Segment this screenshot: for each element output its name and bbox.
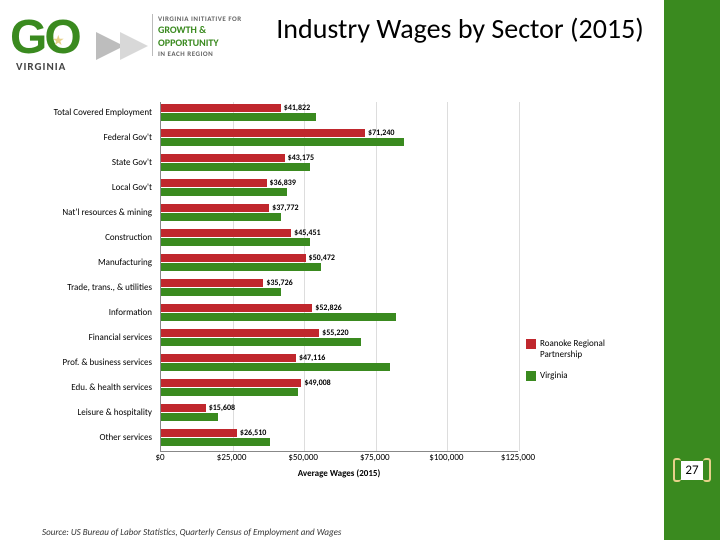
bar-value-label: $37,772 [272, 204, 298, 212]
logo-go-text: GO [10, 10, 79, 65]
category-label: Leisure & hospitality [30, 408, 156, 417]
bracket-right-icon [703, 458, 711, 482]
chart-plot-area: $41,822 $71,240 $43,175 $36,839 $37,772 $45,4… [160, 102, 518, 452]
x-tick-label: $0 [155, 452, 164, 463]
chart-legend: Roanoke Regional Partnership Virginia [526, 338, 636, 391]
bar-virginia [161, 138, 404, 146]
bar-roanoke [161, 179, 267, 187]
bar-virginia [161, 238, 310, 246]
bar-roanoke [161, 379, 301, 387]
x-axis-title: Average Wages (2015) [160, 468, 518, 479]
bar-virginia [161, 388, 298, 396]
logo-star-icon: ★ [52, 32, 65, 49]
bar-value-label: $52,826 [315, 304, 341, 312]
bar-roanoke [161, 204, 269, 212]
logo-arrow2-icon [120, 32, 148, 60]
legend-item: Roanoke Regional Partnership [526, 338, 636, 360]
bar-roanoke [161, 229, 291, 237]
category-label: Financial services [30, 333, 156, 342]
bar-virginia [161, 113, 316, 121]
bar-virginia [161, 188, 287, 196]
bar-value-label: $41,822 [284, 104, 310, 112]
bar-roanoke [161, 354, 296, 362]
gridline [519, 102, 520, 451]
logo-tagline: VIRGINIA INITIATIVE FOR GROWTH & OPPORTU… [158, 14, 260, 58]
x-tick-label: $50,000 [288, 452, 318, 463]
bar-roanoke [161, 404, 206, 412]
x-tick-label: $100,000 [429, 452, 463, 463]
gridline [447, 102, 448, 451]
bar-virginia [161, 438, 270, 446]
legend-item: Virginia [526, 370, 636, 381]
bar-virginia [161, 263, 321, 271]
bar-roanoke [161, 429, 237, 437]
bar-value-label: $50,472 [309, 254, 335, 262]
wages-chart: $41,822 $71,240 $43,175 $36,839 $37,772 $45,4… [30, 98, 630, 498]
bar-roanoke [161, 104, 281, 112]
source-citation: Source: US Bureau of Labor Statistics, Q… [42, 527, 341, 538]
legend-swatch-green [526, 371, 536, 381]
category-label: Local Gov't [30, 183, 156, 192]
bar-value-label: $47,116 [299, 354, 325, 362]
slide-title: Industry Wages by Sector (2015) [270, 12, 650, 46]
logo-separator [152, 14, 153, 56]
category-label: Prof. & business services [30, 358, 156, 367]
x-tick-label: $125,000 [501, 452, 535, 463]
bar-virginia [161, 288, 281, 296]
bar-value-label: $15,608 [209, 404, 235, 412]
category-label: Nat'l resources & mining [30, 208, 156, 217]
category-label: Other services [30, 433, 156, 442]
category-label: Edu. & health services [30, 383, 156, 392]
bar-value-label: $45,451 [294, 229, 320, 237]
page-number-badge: 27 [672, 456, 712, 484]
category-label: Information [30, 308, 156, 317]
gridline [376, 102, 377, 451]
x-tick-label: $75,000 [360, 452, 390, 463]
category-label: Construction [30, 233, 156, 242]
slide: GO ★ VIRGINIA VIRGINIA INITIATIVE FOR GR… [0, 0, 720, 540]
category-label: Total Covered Employment [30, 108, 156, 117]
bar-roanoke [161, 304, 312, 312]
bar-value-label: $36,839 [270, 179, 296, 187]
bar-virginia [161, 213, 281, 221]
x-tick-label: $25,000 [217, 452, 247, 463]
page-number: 27 [681, 461, 702, 480]
bar-virginia [161, 413, 218, 421]
bar-value-label: $49,008 [304, 379, 330, 387]
bar-value-label: $43,175 [288, 154, 314, 162]
category-label: State Gov't [30, 158, 156, 167]
go-virginia-logo: GO ★ VIRGINIA VIRGINIA INITIATIVE FOR GR… [10, 8, 260, 78]
bar-value-label: $55,220 [322, 329, 348, 337]
category-label: Manufacturing [30, 258, 156, 267]
bar-roanoke [161, 254, 306, 262]
legend-label: Roanoke Regional Partnership [540, 338, 636, 360]
bar-roanoke [161, 154, 285, 162]
bar-virginia [161, 163, 310, 171]
bar-virginia [161, 338, 361, 346]
bar-value-label: $35,726 [266, 279, 292, 287]
bar-roanoke [161, 329, 319, 337]
bar-roanoke [161, 129, 365, 137]
legend-label: Virginia [540, 370, 568, 381]
legend-swatch-red [526, 339, 536, 349]
category-label: Federal Gov't [30, 133, 156, 142]
bar-value-label: $71,240 [368, 129, 394, 137]
bar-value-label: $26,510 [240, 429, 266, 437]
bar-virginia [161, 313, 396, 321]
category-label: Trade, trans., & utilities [30, 283, 156, 292]
bar-roanoke [161, 279, 263, 287]
bracket-left-icon [673, 458, 681, 482]
bar-virginia [161, 363, 390, 371]
logo-virginia-text: VIRGINIA [16, 60, 66, 73]
